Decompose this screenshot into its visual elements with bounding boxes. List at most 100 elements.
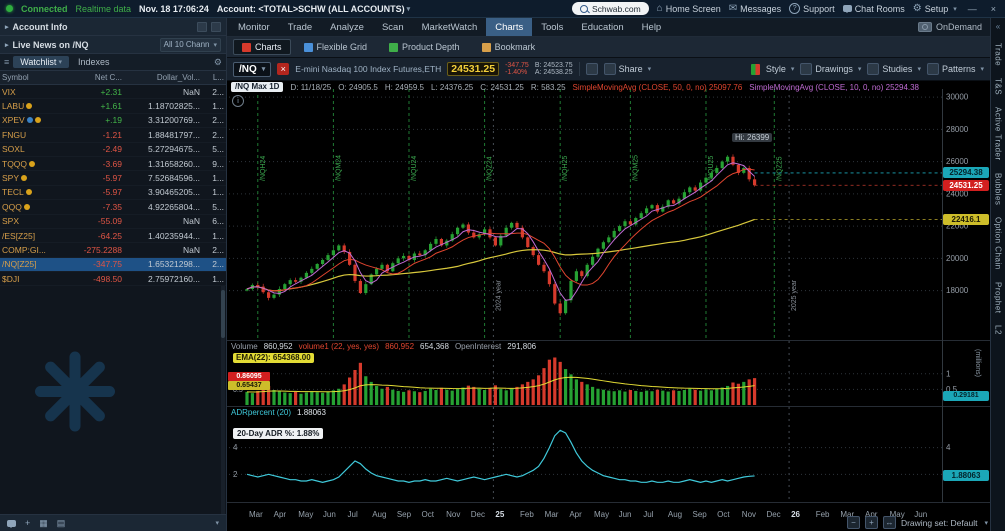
home-screen-button[interactable]: ⌂ Home Screen [657,3,721,14]
column-header-l[interactable]: L... [212,73,224,82]
subtab-flexible-grid[interactable]: Flexible Grid [295,39,377,55]
panel-settings-icon[interactable] [197,21,207,32]
adr-study-label: ADRpercent (20) [231,408,292,417]
menu-tab-help[interactable]: Help [641,21,662,33]
watchlist-settings-icon[interactable]: ⚙ [213,56,222,67]
subtab-label: Bookmark [494,42,536,52]
symbol-input[interactable]: /NQ ▾ [233,61,272,77]
column-header-net-c[interactable]: Net C... [94,73,122,82]
calendar-icon[interactable]: ▤ [56,517,66,528]
rail-tab-t-s[interactable]: T&S [993,78,1003,96]
ema-tag: EMA(22): 654368.00 [233,353,314,363]
adr-axis-bubble: 1.88063 [943,470,989,481]
column-header-dollar-vol[interactable]: Dollar_Vol... [156,73,200,82]
panel-detach-icon[interactable] [211,21,221,32]
close-button[interactable]: × [990,3,996,14]
grid-icon[interactable]: ▦ [39,517,48,528]
zoom-in-icon[interactable]: + [864,516,878,529]
messages-button[interactable]: ✉ Messages [729,3,781,14]
menu-tab-education[interactable]: Education [581,21,624,33]
adr-study-value: 1.88063 [297,408,326,417]
info-icon[interactable]: i [232,95,244,107]
watchlist-row-qqq[interactable]: QQQ -7.35 4.92265804... 5... [0,200,226,215]
chart-type-icon[interactable] [750,63,760,75]
watchlist-tabs: ≡ Watchlist ▾ Indexes ⚙ [0,54,226,71]
watchlist-row-labu[interactable]: LABU +1.61 1.18702825... 1... [0,99,226,114]
account-info-panel[interactable]: ▸ Account Info [0,18,226,36]
remove-symbol-button[interactable]: × [277,63,290,75]
rail-tab-bubbles[interactable]: Bubbles [993,172,1003,206]
timeframe-chip[interactable]: /NQ Max 1D [231,82,284,92]
drawing-set-dropdown[interactable]: Drawing set: Default [900,517,978,528]
account-selector[interactable]: Account: <TOTAL>SCHW (ALL ACCOUNTS) ▾ [217,4,410,14]
account-label: Account: <TOTAL>SCHW (ALL ACCOUNTS) [216,3,405,14]
setup-button[interactable]: ⚙ Setup ▾ [913,3,957,14]
news-channel-dropdown[interactable]: All 10 Chann ▾ [159,37,221,52]
svg-text:/NQM24: /NQM24 [335,155,342,181]
live-news-panel[interactable]: ▸ Live News on /NQ All 10 Chann ▾ [0,36,226,54]
zoom-out-icon[interactable]: − [846,516,860,529]
watchlist-row-tecl[interactable]: TECL -5.97 3.90465205... 1... [0,186,226,201]
collapse-rail-icon[interactable]: « [995,22,1001,31]
bid-value: B: 24523.75 [534,61,573,69]
news-channel-value: All 10 Chann [163,40,210,49]
rail-tab-active-trader[interactable]: Active Trader [993,107,1003,161]
alert-bell-icon[interactable] [585,63,598,75]
watchlist-row-spx[interactable]: SPX -55.09 NaN 6... [0,215,226,229]
watchlist-row-fngu[interactable]: FNGU -1.21 1.88481797... 2... [0,128,226,143]
open-interest-axis-bubble: 0.29181 [943,391,989,401]
menu-icon[interactable]: ≡ [4,57,10,67]
menu-tab-trade[interactable]: Trade [287,21,313,33]
svg-text:/NQM25: /NQM25 [632,155,639,181]
main-menu: Monitor Trade Analyze Scan MarketWatch Charts… [227,18,990,37]
sidebar-scrollbar[interactable] [221,286,225,514]
subtab-charts[interactable]: Charts [233,39,291,55]
pan-icon[interactable]: ↔ [882,516,896,529]
tab-indexes[interactable]: Indexes [77,57,110,67]
ondemand-button[interactable]: OnDemand [917,22,988,32]
bid-ask: B: 24523.75 A: 24538.25 [535,62,573,77]
watchlist-row-soxl[interactable]: SOXL -2.49 5.27294675... 5... [0,143,226,157]
watchlist-row-es-z25[interactable]: /ES[Z25] -64.25 1.40235944... 1... [0,229,226,244]
search-text: Schwab.com [591,3,641,14]
studies-menu[interactable]: Studies ▾ [867,63,921,75]
rail-tab-option-chain[interactable]: Option Chain [993,217,1003,270]
menu-tab-tools[interactable]: Tools [541,21,564,33]
subtab-product-depth[interactable]: Product Depth [380,39,469,55]
support-button[interactable]: ? Support [789,3,835,14]
subtab-bookmark[interactable]: Bookmark [473,39,545,55]
menu-tab-marketwatch[interactable]: MarketWatch [421,21,478,33]
watchlist-row-xpev[interactable]: XPEV +.19 3.31200769... 2... [0,114,226,129]
net-change-cell: -1.21 [102,129,122,140]
search-box[interactable]: Schwab.com [571,2,649,15]
watchlist-row-spy[interactable]: SPY -5.97 7.52684596... 1... [0,171,226,186]
rail-tab-prophet[interactable]: Prophet [993,281,1003,314]
share-menu[interactable]: Share ▾ [603,63,651,75]
drawings-menu[interactable]: Drawings ▾ [800,63,861,75]
style-menu[interactable]: Style ▾ [766,64,795,74]
watchlist-row-dji[interactable]: $DJI -498.50 2.75972160... 1... [0,272,226,287]
rail-tab-trade[interactable]: Trade [993,43,1003,67]
volume-header-item: 860,952 [385,342,415,351]
watchlist-row-vix[interactable]: VIX +2.31 NaN 2... [0,85,226,100]
column-header-symbol[interactable]: Symbol [2,73,29,82]
chat-gadget-icon[interactable] [7,519,16,528]
price-chart[interactable]: 30000 28000 26000 24000 22000 20000 18000 2024 … [227,81,990,531]
chevron-down-icon[interactable]: ▾ [215,520,219,527]
menu-tab-monitor[interactable]: Monitor [238,21,270,33]
watchlist-row-nq-z25[interactable]: /NQ[Z25] -347.75 1.65321298... 2... [0,257,226,273]
menu-tab-scan[interactable]: Scan [381,21,404,33]
watchlist-row-comp-gi[interactable]: COMP:GI... -275.2288 NaN 2... [0,243,226,258]
scrollbar-thumb[interactable] [221,290,225,339]
dollar-volume-cell: 1.18702825... [148,101,200,112]
svg-text:24000: 24000 [946,189,969,198]
minimize-button[interactable]: — [967,3,977,14]
patterns-menu[interactable]: Patterns ▾ [926,63,984,75]
tab-watchlist[interactable]: Watchlist ▾ [13,56,69,68]
menu-tab-charts[interactable]: Charts [486,18,533,36]
chat-rooms-button[interactable]: Chat Rooms [842,4,905,14]
watchlist-row-tqqq[interactable]: TQQQ -3.69 1.31658260... 9... [0,157,226,172]
menu-tab-analyze[interactable]: Analyze [330,21,364,33]
add-gadget-icon[interactable]: + [25,518,31,528]
rail-tab-l2[interactable]: L2 [993,325,1003,336]
